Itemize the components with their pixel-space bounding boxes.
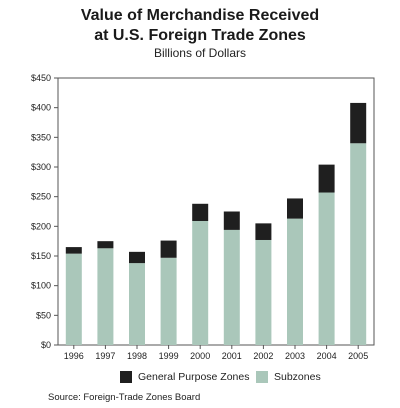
bar-subzones-1997	[97, 248, 114, 345]
x-tick-label-2004: 2004	[317, 351, 337, 361]
bar-general-purpose-1997	[97, 241, 114, 249]
bar-general-purpose-2001	[223, 211, 240, 230]
legend-label-subzones: Subzones	[274, 371, 321, 383]
bar-general-purpose-1998	[129, 251, 145, 264]
bar-subzones-1996	[65, 253, 82, 345]
bar-general-purpose-2004	[318, 164, 335, 193]
x-tick-label-1999: 1999	[159, 351, 179, 361]
x-tick-label-1998: 1998	[127, 351, 147, 361]
bar-general-purpose-2003	[287, 198, 303, 219]
legend-swatch-subzones	[256, 371, 268, 383]
y-tick-label: $400	[31, 103, 51, 113]
bar-general-purpose-1996	[65, 247, 82, 254]
bar-subzones-2000	[192, 220, 209, 345]
chart-subtitle: Billions of Dollars	[153, 46, 247, 60]
chart-title-line-1: Value of Merchandise Received	[80, 7, 320, 24]
x-tick-label-2005: 2005	[348, 351, 368, 361]
legend-item-subzones: Subzones	[256, 371, 321, 383]
legend-label-general-purpose: General Purpose Zones	[138, 371, 250, 383]
x-tick-label-2001: 2001	[222, 351, 242, 361]
x-tick-label-2002: 2002	[253, 351, 273, 361]
x-tick-label-1996: 1996	[64, 351, 84, 361]
y-tick-label: $450	[31, 73, 51, 83]
y-tick-label: $100	[31, 281, 51, 291]
bar-subzones-2001	[223, 229, 240, 345]
x-tick-label-2003: 2003	[285, 351, 305, 361]
bar-general-purpose-1999	[160, 240, 177, 258]
x-tick-label-2000: 2000	[190, 351, 210, 361]
y-tick-label: $300	[31, 162, 51, 172]
plot-frame	[57, 77, 375, 346]
bar-general-purpose-2005	[350, 102, 367, 144]
bar-general-purpose-2000	[192, 203, 209, 221]
bar-subzones-1998	[129, 263, 145, 345]
y-tick-label: $200	[31, 221, 51, 231]
bar-general-purpose-2002	[255, 223, 272, 240]
y-tick-label: $150	[31, 251, 51, 261]
bar-subzones-2002	[255, 239, 272, 345]
chart-title-line-2: at U.S. Foreign Trade Zones	[94, 27, 306, 44]
bar-subzones-2005	[350, 143, 367, 345]
y-tick-label: $50	[36, 310, 51, 320]
y-tick-label: $0	[41, 340, 51, 350]
legend-swatch-general-purpose	[120, 371, 132, 383]
legend-item-general-purpose: General Purpose Zones	[120, 371, 249, 383]
x-tick-label-1997: 1997	[95, 351, 115, 361]
bar-subzones-1999	[160, 257, 177, 345]
bar-subzones-2004	[318, 192, 335, 345]
source-note: Source: Foreign-Trade Zones Board	[48, 392, 201, 403]
bar-subzones-2003	[287, 218, 303, 345]
y-tick-label: $250	[31, 192, 51, 202]
legend: General Purpose Zones Subzones	[0, 371, 400, 387]
y-tick-label: $350	[31, 132, 51, 142]
